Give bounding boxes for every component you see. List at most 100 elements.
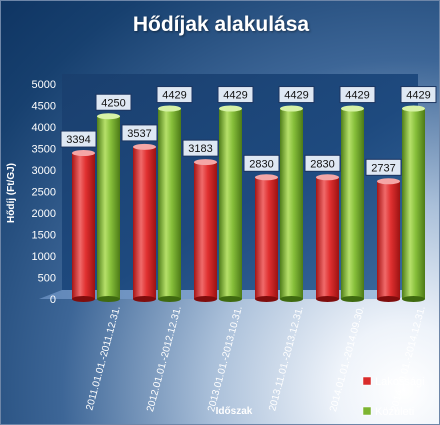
data-label: 4429: [223, 90, 247, 102]
bar-base: [255, 296, 278, 302]
y-tick-label: 500: [38, 273, 56, 285]
bar-body: [255, 177, 278, 299]
x-category-label: 2011.01.01.-2011.12.31.: [84, 305, 122, 412]
data-labels: 3394 4250 3537 4429 3183 4429 2830 4429 2830 4429…: [60, 86, 437, 176]
data-label-box: [95, 93, 132, 111]
y-tick-label: 4500: [32, 101, 56, 113]
data-label-box: [365, 158, 402, 176]
x-axis-title: Időszak: [216, 406, 253, 417]
bar-body: [377, 181, 400, 299]
data-label-box: [182, 139, 219, 157]
data-label: 4429: [284, 90, 308, 102]
bar-base: [402, 296, 425, 302]
legend-label: Közületi: [375, 406, 414, 418]
bar-base: [158, 296, 181, 302]
data-label-box: [121, 124, 158, 142]
data-label: 3537: [127, 128, 151, 140]
bar-body: [341, 108, 364, 299]
data-label: 4250: [101, 97, 125, 109]
bar-base: [280, 296, 303, 302]
bar-top: [402, 105, 425, 112]
bar-top: [377, 178, 400, 185]
bar-lakossagi: [194, 159, 217, 302]
bar-kozuleti: [341, 105, 364, 302]
bar-kozuleti: [402, 105, 425, 302]
bar-body: [133, 146, 156, 299]
y-tick-label: 3000: [32, 165, 56, 177]
bar-top: [97, 113, 120, 120]
y-tick-label: 2500: [32, 187, 56, 199]
data-label: 4429: [406, 90, 430, 102]
x-category-label: 2013.01.01.-2013.10.31.: [206, 305, 245, 413]
bar-body: [194, 162, 217, 299]
bar-kozuleti: [219, 105, 242, 302]
bar-lakossagi: [316, 174, 339, 302]
bar-kozuleti: [97, 113, 120, 302]
bar-body: [316, 177, 339, 299]
bar-top: [133, 143, 156, 150]
bar-base: [97, 296, 120, 302]
data-label-box: [278, 86, 315, 104]
data-label-box: [243, 154, 280, 172]
bar-top: [72, 150, 95, 157]
data-label-box: [60, 130, 97, 148]
bar-top: [341, 105, 364, 112]
bar-body: [402, 108, 425, 299]
bar-top: [194, 159, 217, 166]
x-axis: 2011.01.01.-2011.12.31. 2012.01.01.-2012.…: [84, 305, 427, 413]
legend: Lakossági Közületi: [362, 376, 425, 418]
y-tick-label: 1000: [32, 251, 56, 263]
bar-base: [72, 296, 95, 302]
bar-lakossagi: [72, 150, 95, 302]
y-tick-label: 5000: [32, 79, 56, 91]
bar-body: [280, 108, 303, 299]
legend-label: Lakossági: [375, 376, 425, 388]
x-category-label: 2013.11.01.-2013.12.31.: [267, 305, 306, 412]
chart-title: Hődíjak alakulása: [132, 13, 310, 36]
bar-base: [133, 296, 156, 302]
data-label-box: [217, 86, 254, 104]
bar-top: [280, 105, 303, 112]
bar-base: [194, 296, 217, 302]
legend-swatch: [362, 406, 372, 416]
bar-base: [219, 296, 242, 302]
x-category-label: 2014.10.01.-2014.12.31.: [389, 305, 428, 413]
data-label: 3183: [188, 143, 212, 155]
bar-lakossagi: [377, 178, 400, 302]
data-label-box: [400, 86, 437, 104]
y-tick-label: 4000: [32, 122, 56, 134]
bar-body: [219, 108, 242, 299]
data-label-box: [156, 86, 193, 104]
y-tick-label: 3500: [32, 144, 56, 156]
data-label: 4429: [162, 90, 186, 102]
legend-swatch: [362, 376, 372, 386]
bar-top: [158, 105, 181, 112]
bar-body: [97, 116, 120, 299]
data-label: 2830: [249, 158, 273, 170]
bar-base: [341, 296, 364, 302]
data-label: 2737: [371, 162, 395, 174]
bar-lakossagi: [133, 143, 156, 302]
data-label-box: [339, 86, 376, 104]
y-tick-label: 1500: [32, 230, 56, 242]
y-tick-label: 2000: [32, 208, 56, 220]
bar-top: [316, 174, 339, 181]
bar-base: [316, 296, 339, 302]
bar-body: [158, 108, 181, 299]
data-label: 4429: [345, 90, 369, 102]
y-axis-title: Hődíj (Ft/GJ): [6, 163, 17, 223]
y-tick-label: 0: [50, 294, 56, 306]
data-label: 2830: [310, 158, 334, 170]
bar-lakossagi: [255, 174, 278, 302]
bar-kozuleti: [158, 105, 181, 302]
data-label-box: [304, 154, 341, 172]
y-axis: 0 500 1000 1500 2000 2500 3000 3500 4000 4500 5000: [32, 79, 56, 306]
bar-body: [72, 153, 95, 299]
x-category-label: 2012.01.01.-2012.12.31.: [145, 305, 184, 413]
data-label: 3394: [66, 134, 90, 146]
bar-kozuleti: [280, 105, 303, 302]
bar-top: [219, 105, 242, 112]
bar-top: [255, 174, 278, 181]
